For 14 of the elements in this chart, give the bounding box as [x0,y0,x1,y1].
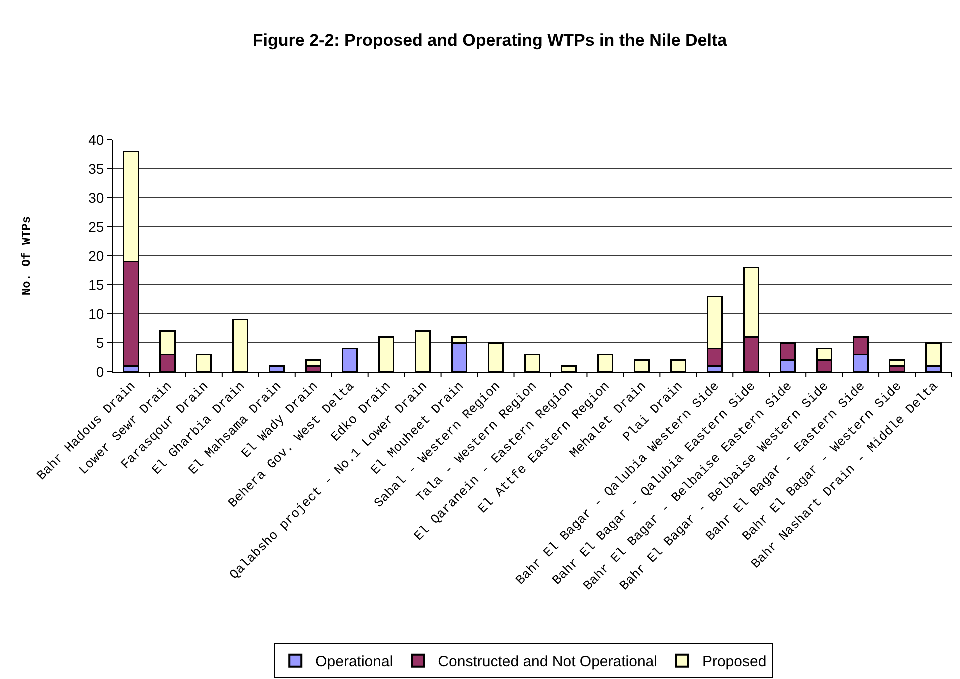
y-tick-label: 40 [88,132,104,148]
y-tick-label: 15 [88,276,104,293]
legend-label: Operational [316,654,394,671]
legend-label: Proposed [702,654,767,671]
y-tick-label: 5 [96,334,104,351]
y-tick-label: 25 [88,218,104,235]
y-tick-label: 10 [88,306,104,322]
legend-label: Constructed and Not Operational [438,654,658,671]
y-tick-label: 20 [88,248,104,264]
y-tick-label: 30 [88,190,104,206]
chart-title: Figure 2-2: Proposed and Operating WTPs in the Nile Delta [252,30,728,50]
y-tick-label: 0 [96,364,104,380]
y-tick-label: 35 [88,160,104,177]
y-axis-title: No. Of WTPs [20,216,34,296]
